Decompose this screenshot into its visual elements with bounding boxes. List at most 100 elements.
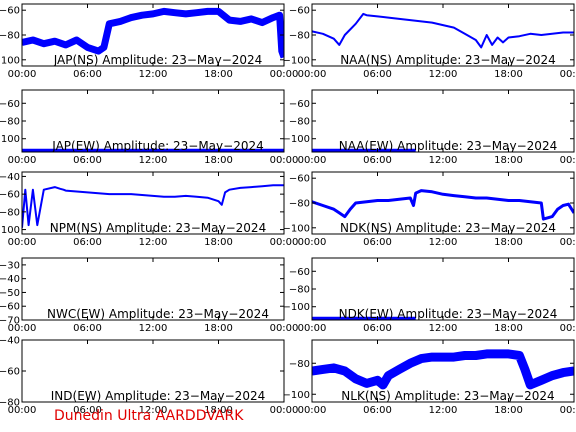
y-tick-label: −100 [0,225,20,236]
y-tick-label: −50 [0,288,20,299]
x-tick-label: 00:00 [298,155,327,166]
x-tick-label: 00:00 [560,237,576,248]
panel-title: IND(EW) Amplitude: 23−May−2024 [51,389,265,403]
panel-title: NDK(NS) Amplitude: 23−May−2024 [340,221,556,235]
panel-3: −100−80−6000:0006:0012:0018:0000:00NAA(E… [283,89,576,166]
x-tick-label: 00:00 [298,323,327,334]
x-tick-label: 06:00 [73,155,102,166]
x-tick-label: 06:00 [73,69,102,80]
x-tick-label: 06:00 [363,155,392,166]
x-tick-label: 12:00 [139,155,168,166]
y-tick-label: −80 [0,117,20,128]
y-tick-label: −60 [0,367,20,378]
y-tick-label: −60 [289,174,310,185]
x-tick-label: 00:00 [270,155,299,166]
panel-title: JAP(NS) Amplitude: 23−May−2024 [53,53,263,67]
x-tick-label: 12:00 [139,69,168,80]
x-tick-label: 18:00 [494,69,523,80]
series-core-line [22,184,284,228]
series-line [22,7,284,59]
y-tick-label: −80 [289,285,310,296]
x-tick-label: 18:00 [494,155,523,166]
x-tick-label: 06:00 [363,69,392,80]
x-tick-label: 06:00 [363,323,392,334]
panel-6: −70 −60 −50 −40 −30 00:00 06:00 12:00 18:00 00:00… [0,257,299,334]
x-tick-label: 12:00 [139,323,168,334]
x-tick-label: 00:00 [270,405,299,416]
y-tick-label: −80 [289,359,310,370]
series-core-line [312,190,574,220]
x-tick-label: 00:00 [8,405,37,416]
panel-5: −100 −80 −60 00:00 06:00 12:00 18:00 00:00 NDK(N… [283,171,576,248]
panel-title: NDK(EW) Amplitude: 23−May−2024 [339,307,558,321]
y-tick-label: −60 [289,99,310,110]
y-tick-label: −100 [0,55,20,66]
x-tick-label: 00:00 [298,237,327,248]
x-tick-label: 12:00 [139,237,168,248]
footer-caption: Dunedin Ultra AARDDVARK [54,408,244,424]
x-tick-label: 18:00 [204,405,233,416]
x-tick-label: 00:00 [8,69,37,80]
y-tick-label: −30 [0,260,20,271]
x-tick-label: 18:00 [204,237,233,248]
x-tick-label: 18:00 [494,323,523,334]
x-tick-label: 18:00 [204,323,233,334]
y-tick-label: −70 [0,316,20,327]
series-core-line [22,10,284,58]
series-line [312,189,574,221]
x-tick-label: 18:00 [494,405,523,416]
x-tick-label: 18:00 [204,155,233,166]
y-tick-label: −60 [0,302,20,313]
x-tick-label: 06:00 [363,237,392,248]
x-tick-label: 00:00 [8,155,37,166]
panel-8: −80 −60 −40 00:00 06:00 12:00 18:00 00:00 IND(EW… [0,336,298,417]
x-tick-label: 00:00 [270,69,299,80]
panel-4: −100 −80 −60 −40 00:00 06:00 12:00 18:00 00:00 NP… [0,171,298,248]
x-tick-label: 00:00 [560,69,576,80]
x-tick-label: 00:00 [270,323,299,334]
x-tick-label: 12:00 [139,405,168,416]
x-tick-label: 06:00 [73,323,102,334]
y-tick-label: −60 [289,267,310,278]
panel-0: −100 −80 −60 00:00 06:00 12:00 18:00 00:00 JAP(N… [0,3,299,80]
x-tick-label: 18:00 [494,237,523,248]
panel-title: NLK(NS) Amplitude: 23−May−2024 [341,389,554,403]
y-tick-label: −100 [283,302,310,313]
x-tick-label: 12:00 [429,155,458,166]
x-tick-label: 00:00 [298,405,327,416]
panel-title: NAA(EW) Amplitude: 23−May−2024 [339,139,557,153]
x-tick-label: 06:00 [363,405,392,416]
y-tick-label: −100 [283,223,310,234]
panel-2: −100 −80 −60 00:00 06:00 12:00 18:00 00:00 JAP(E… [0,89,299,166]
panel-title: NPM(NS) Amplitude: 23−May−2024 [50,221,266,235]
x-tick-label: 12:00 [429,237,458,248]
y-tick-label: −40 [0,336,20,347]
y-tick-label: −80 [289,117,310,128]
x-tick-label: 00:00 [560,405,576,416]
y-tick-label: −40 [0,274,20,285]
y-tick-label: −80 [0,398,20,409]
x-tick-label: 12:00 [429,69,458,80]
panel-1: −100 −80 −60 00:00 06:00 12:00 18:00 00:00 NAA(N… [283,3,576,80]
y-tick-label: −40 [0,172,20,183]
x-tick-label: 12:00 [429,405,458,416]
y-tick-label: −100 [283,390,310,401]
x-tick-label: 00:00 [8,323,37,334]
y-tick-label: −80 [0,207,20,218]
y-tick-label: −80 [289,31,310,42]
x-tick-label: 00:00 [298,69,327,80]
y-tick-label: −80 [0,31,20,42]
y-tick-label: −60 [0,99,20,110]
x-tick-label: 00:00 [560,155,576,166]
x-tick-label: 06:00 [73,237,102,248]
series-line [312,12,574,49]
series-line [312,349,574,390]
x-tick-label: 00:00 [560,323,576,334]
x-tick-label: 06:00 [73,405,102,416]
x-tick-label: 18:00 [204,69,233,80]
panel-title: NAA(NS) Amplitude: 23−May−2024 [340,53,556,67]
y-tick-label: −60 [0,190,20,201]
y-tick-label: −60 [0,6,20,17]
y-tick-label: −80 [289,199,310,210]
